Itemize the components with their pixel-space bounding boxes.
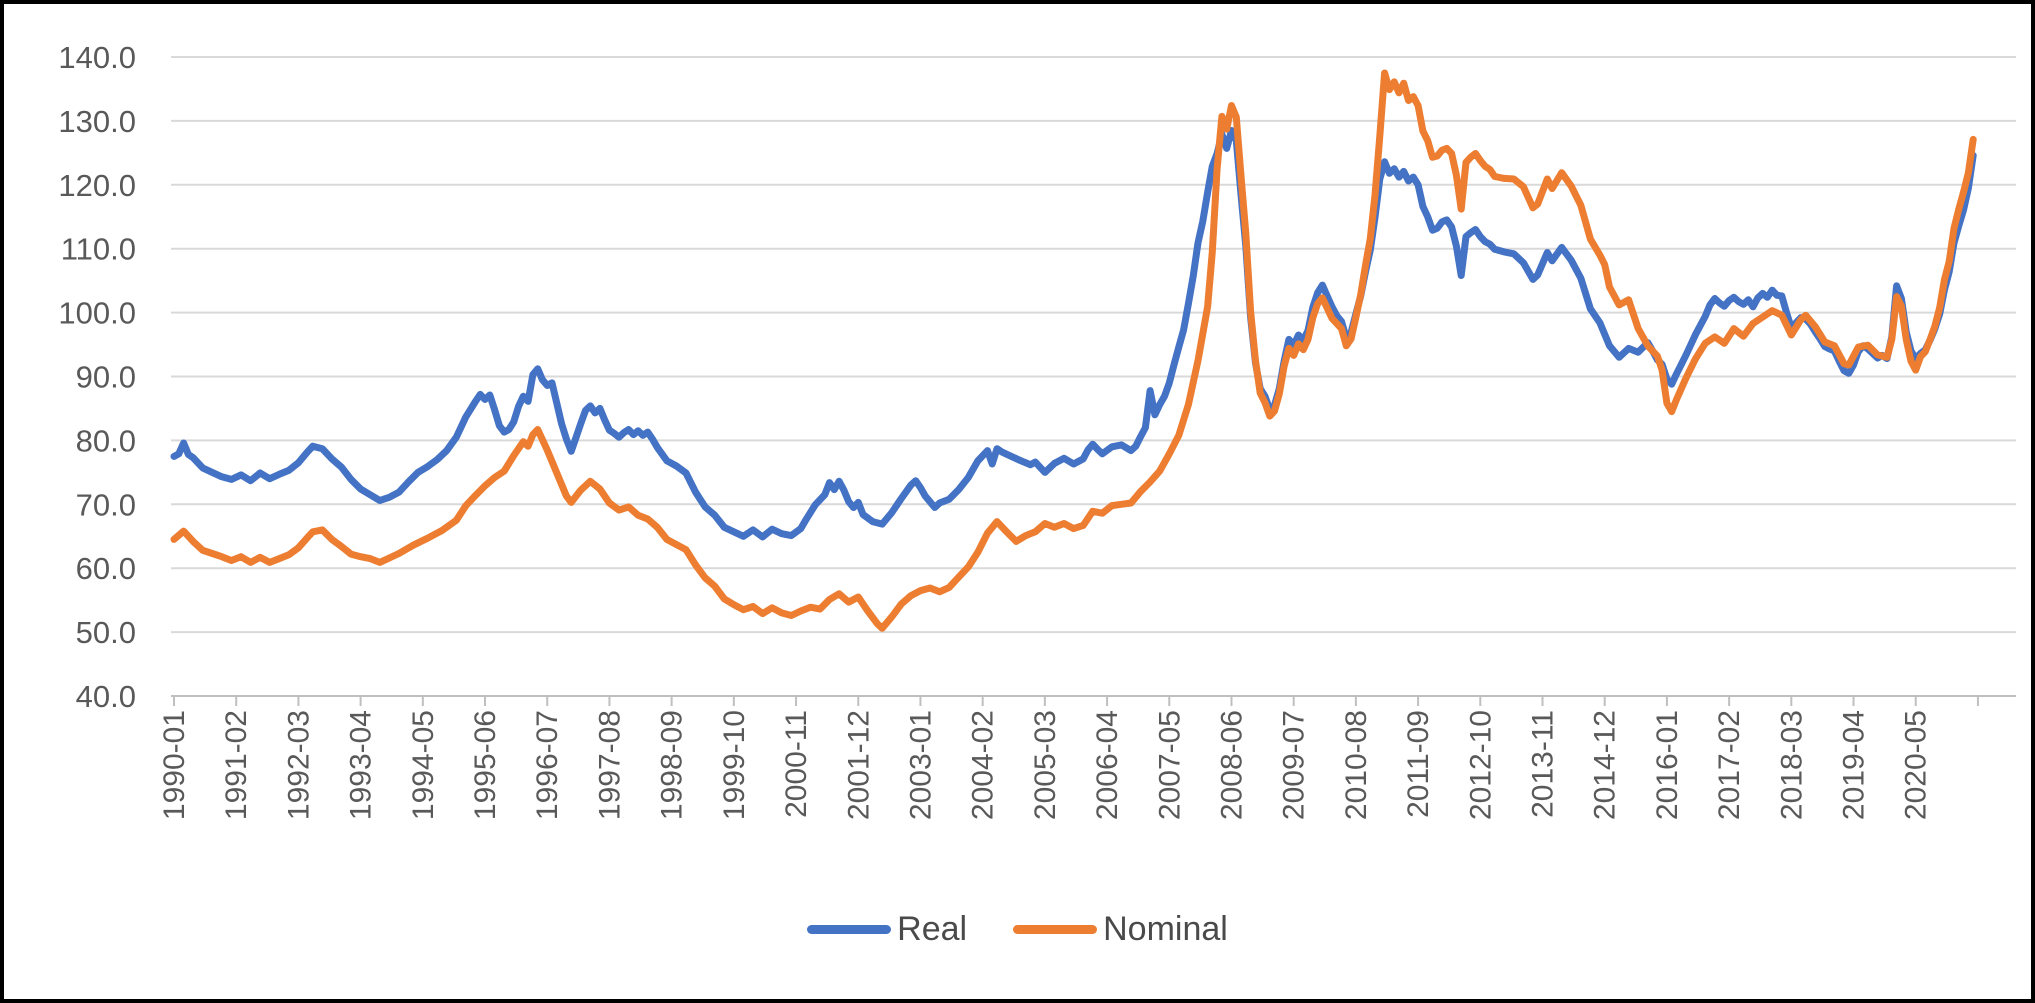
x-axis-label: 2009-07 xyxy=(1278,710,1311,820)
x-axis-label: 2003-01 xyxy=(904,710,937,820)
x-axis-label: 2007-05 xyxy=(1153,710,1186,820)
x-axis-label: 2004-02 xyxy=(967,710,1000,820)
y-axis-label: 50.0 xyxy=(76,615,136,650)
x-axis-label: 1997-08 xyxy=(593,710,626,820)
x-axis-label: 1999-10 xyxy=(718,710,751,820)
x-axis-label: 2011-09 xyxy=(1402,710,1435,818)
x-axis-label: 2016-01 xyxy=(1651,710,1684,820)
x-axis-label: 2019-04 xyxy=(1838,710,1871,820)
x-axis-label: 2010-08 xyxy=(1340,710,1373,820)
y-axis-label: 140.0 xyxy=(58,40,136,75)
x-axis-label: 1993-04 xyxy=(345,710,378,820)
legend-item-real: Real xyxy=(807,910,967,949)
x-axis-label: 2005-03 xyxy=(1029,710,1062,820)
chart-legend: Real Nominal xyxy=(4,910,2031,949)
y-axis-label: 100.0 xyxy=(58,296,136,331)
x-axis-label: 2013-11 xyxy=(1527,710,1560,818)
x-axis-label: 1991-02 xyxy=(220,710,253,820)
x-axis-label: 2000-11 xyxy=(780,710,813,818)
x-axis-label: 2001-12 xyxy=(842,710,875,820)
y-axis-label: 90.0 xyxy=(76,360,136,395)
series-line-real xyxy=(170,127,1977,541)
x-axis-label: 1996-07 xyxy=(531,710,564,820)
x-axis-label: 1990-01 xyxy=(158,710,191,820)
y-axis-label: 110.0 xyxy=(61,232,136,267)
y-axis-label: 80.0 xyxy=(76,423,136,458)
real-series-label: Real xyxy=(897,910,968,948)
nominal-series-swatch xyxy=(1013,925,1098,934)
x-axis-label: 2008-06 xyxy=(1215,710,1248,820)
real-series-swatch xyxy=(807,925,892,934)
x-axis-label: 2006-04 xyxy=(1091,710,1124,820)
line-chart: 140.0 130.0 120.0 110.0 100.0 90.0 80.0 70.0 60.… xyxy=(58,40,2016,820)
y-axis-label: 40.0 xyxy=(76,679,136,714)
x-axis-label: 2018-03 xyxy=(1775,710,1808,820)
series-line-nominal xyxy=(170,69,1977,632)
x-axis-label: 2017-02 xyxy=(1713,710,1746,820)
legend-item-nominal: Nominal xyxy=(1013,910,1228,949)
y-axis-label: 70.0 xyxy=(76,487,136,522)
x-axis-label: 1994-05 xyxy=(407,710,440,820)
x-axis-label: 1998-09 xyxy=(656,710,689,820)
y-axis-label: 130.0 xyxy=(58,104,136,139)
x-axis-label: 1992-03 xyxy=(282,710,315,820)
x-axis-label: 2014-12 xyxy=(1589,710,1622,820)
x-axis-label: 2020-05 xyxy=(1900,710,1933,820)
y-axis-label: 120.0 xyxy=(58,168,136,203)
x-axis-label: 2012-10 xyxy=(1464,710,1497,820)
y-axis-label: 60.0 xyxy=(76,551,136,586)
nominal-series-label: Nominal xyxy=(1103,910,1228,948)
x-axis-label: 1995-06 xyxy=(469,710,502,820)
